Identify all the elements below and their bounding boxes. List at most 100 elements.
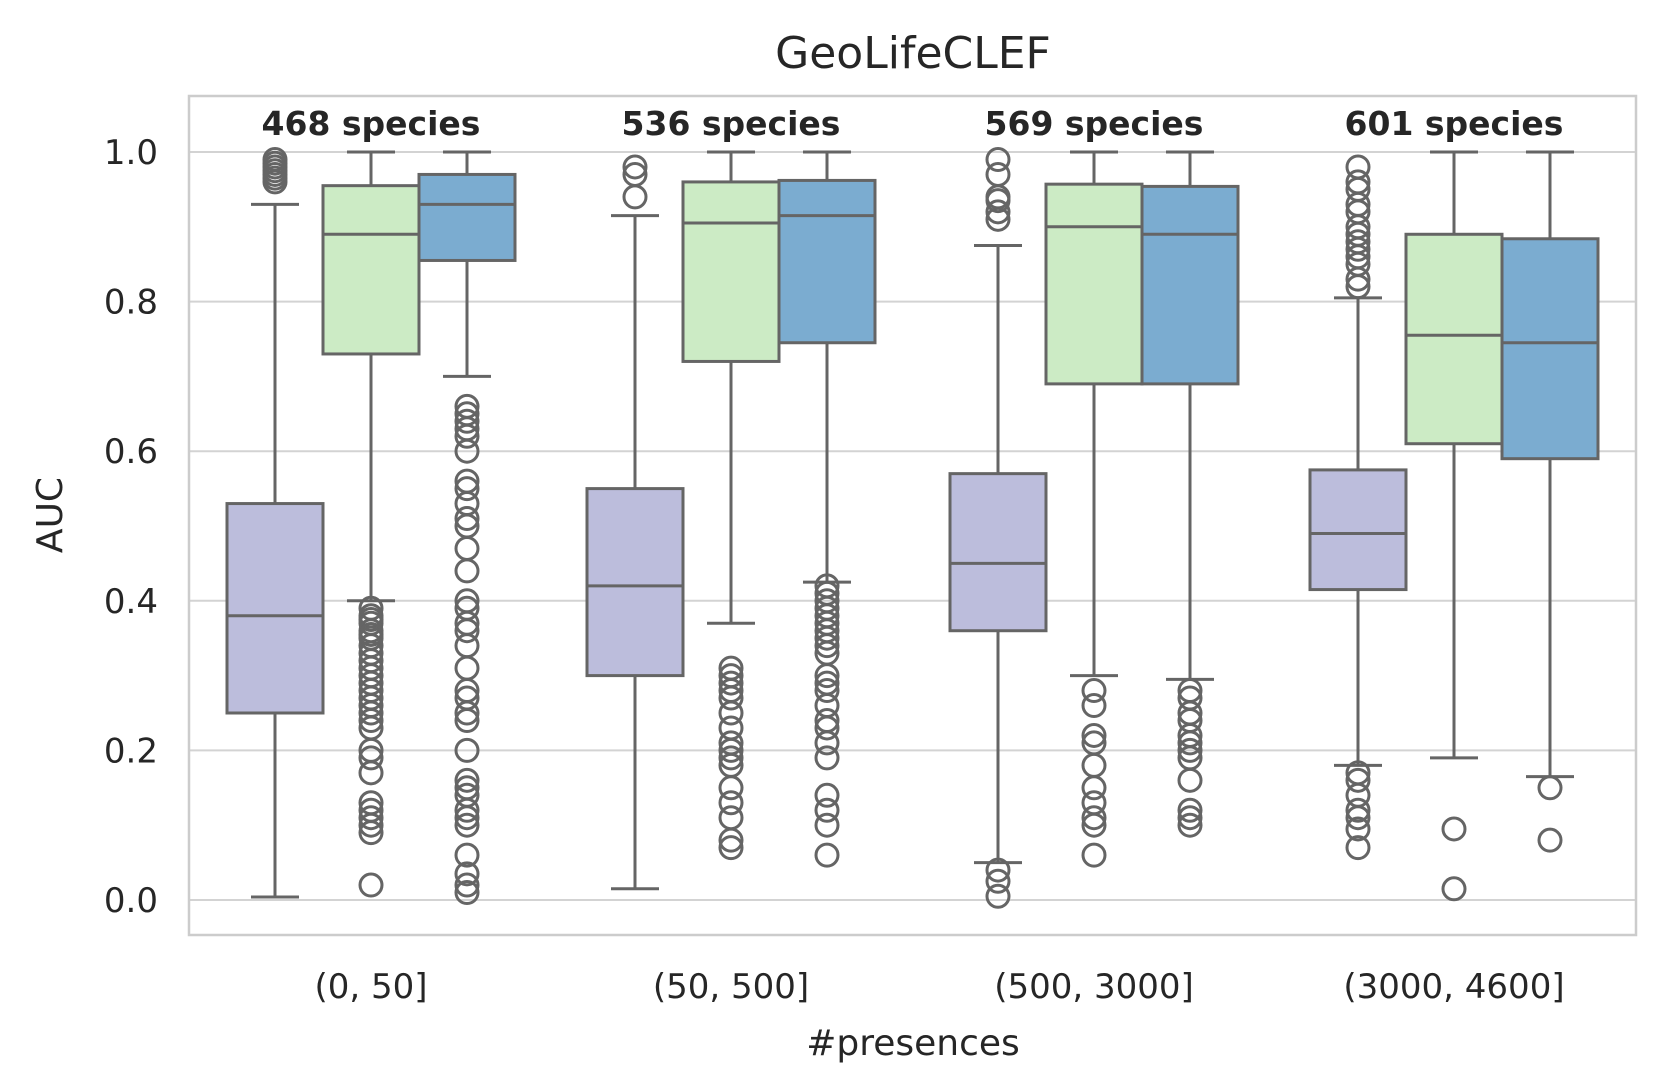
flier-point: [718, 670, 744, 696]
box-2-2: [1140, 150, 1240, 838]
flier-point: [454, 408, 480, 434]
box-3-1: [1404, 150, 1504, 902]
iqr-box: [1404, 232, 1504, 446]
flier-point: [814, 812, 840, 838]
flier-point: [454, 535, 480, 561]
y-axis-label: AUC: [30, 477, 71, 553]
flier-point: [358, 812, 384, 838]
flier-point: [454, 707, 480, 733]
flier-point: [985, 161, 1011, 187]
flier-point: [814, 745, 840, 771]
flier-point: [622, 161, 648, 187]
iqr-box: [225, 502, 325, 715]
flier-point: [454, 558, 480, 584]
y-axis-ticks: 0.0 0.2 0.4 0.6 0.8 1.0: [104, 133, 158, 921]
flier-point: [454, 438, 480, 464]
species-count-3: 601 species: [1345, 104, 1564, 143]
flier-point: [358, 872, 384, 898]
flier-point: [358, 820, 384, 846]
flier-point: [622, 154, 648, 180]
flier-point: [454, 805, 480, 831]
flier-point: [718, 737, 744, 763]
flier-point: [1537, 775, 1563, 801]
flier-point: [718, 827, 744, 853]
flier-point: [1345, 169, 1371, 195]
flier-point: [1537, 827, 1563, 853]
flier-point: [1177, 767, 1203, 793]
y-tick-label-4: 0.8: [104, 283, 158, 323]
flier-point: [454, 476, 480, 502]
y-tick-label-2: 0.4: [104, 582, 158, 622]
iqr-box: [948, 472, 1048, 633]
flier-point: [1345, 767, 1371, 793]
flier-point: [985, 883, 1011, 909]
flier-point: [358, 707, 384, 733]
y-tick-label-5: 1.0: [104, 133, 158, 173]
flier-point: [814, 715, 840, 741]
flier-point: [814, 633, 840, 659]
flier-point: [1081, 752, 1107, 778]
x-tick-label-1: (50, 500]: [653, 967, 809, 1007]
flier-point: [1441, 876, 1467, 902]
flier-point: [1345, 797, 1371, 823]
flier-point: [814, 678, 840, 704]
flier-point: [358, 745, 384, 771]
flier-point: [718, 835, 744, 861]
flier-point: [1081, 812, 1107, 838]
x-tick-label-2: (500, 3000]: [994, 967, 1194, 1007]
iqr-box: [1500, 237, 1600, 461]
flier-point: [814, 663, 840, 689]
plot-frame: [187, 94, 1638, 937]
iqr-box: [417, 172, 517, 262]
flier-point: [718, 685, 744, 711]
flier-point: [454, 861, 480, 887]
flier-point: [358, 700, 384, 726]
y-tick-label-0: 0.0: [104, 881, 158, 921]
box-3-2: [1500, 150, 1600, 853]
y-tick-label-1: 0.2: [104, 731, 158, 771]
iqr-box: [1140, 184, 1240, 386]
flier-point: [1081, 678, 1107, 704]
box-0-1: [321, 150, 421, 898]
flier-point: [358, 805, 384, 831]
flier-point: [1345, 154, 1371, 180]
flier-point: [718, 790, 744, 816]
y-tick-label-3: 0.6: [104, 432, 158, 472]
flier-point: [454, 700, 480, 726]
flier-point: [454, 842, 480, 868]
flier-point: [1345, 805, 1371, 831]
flier-point: [1177, 797, 1203, 823]
flier-point: [718, 745, 744, 771]
x-tick-label-0: (0, 50]: [314, 967, 427, 1007]
iqr-box: [1308, 468, 1408, 592]
flier-point: [454, 737, 480, 763]
box-series: [225, 146, 1600, 909]
flier-point: [1345, 229, 1371, 255]
flier-point: [454, 655, 480, 681]
box-1-1: [681, 150, 781, 861]
flier-point: [1081, 693, 1107, 719]
flier-point: [454, 423, 480, 449]
flier-point: [985, 857, 1011, 883]
flier-point: [985, 868, 1011, 894]
flier-point: [1081, 722, 1107, 748]
species-count-2: 569 species: [985, 104, 1204, 143]
flier-point: [1081, 805, 1107, 831]
flier-point: [262, 146, 288, 172]
flier-point: [454, 872, 480, 898]
flier-point: [814, 797, 840, 823]
flier-point: [1441, 816, 1467, 842]
box-3-0: [1308, 154, 1408, 861]
box-0-0: [225, 146, 325, 899]
flier-point: [454, 767, 480, 793]
flier-point: [985, 146, 1011, 172]
flier-point: [454, 880, 480, 906]
flier-point: [1081, 775, 1107, 801]
iqr-box: [681, 180, 781, 363]
flier-point: [622, 184, 648, 210]
flier-point: [814, 782, 840, 808]
flier-point: [718, 805, 744, 831]
x-tick-label-3: (3000, 4600]: [1343, 967, 1564, 1007]
box-0-2: [417, 150, 517, 906]
